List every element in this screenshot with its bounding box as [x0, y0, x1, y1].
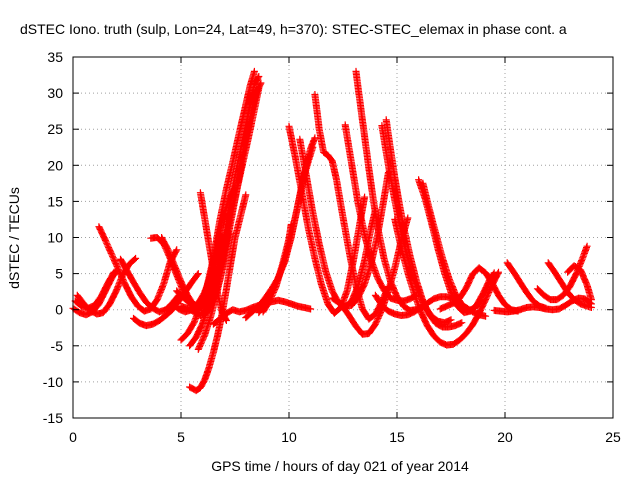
series-markers — [544, 259, 595, 311]
data-series — [352, 67, 427, 314]
series-markers — [95, 223, 181, 315]
series-markers — [564, 262, 595, 304]
data-series — [391, 215, 502, 349]
x-tick-label: 10 — [281, 429, 297, 445]
series-markers — [199, 85, 263, 318]
x-axis-label: GPS time / hours of day 021 of year 2014 — [211, 458, 469, 474]
data-series — [95, 223, 181, 315]
y-tick-label: -10 — [43, 374, 63, 390]
x-tick-label: 25 — [605, 429, 621, 445]
x-tick-label: 5 — [177, 429, 185, 445]
data-series — [311, 91, 392, 323]
series-markers — [259, 221, 295, 316]
y-tick-label: -15 — [43, 410, 63, 426]
y-tick-label: -5 — [51, 338, 64, 354]
data-series — [564, 262, 595, 304]
data-series — [259, 221, 295, 316]
data-series — [419, 179, 485, 314]
data-series — [544, 259, 595, 311]
y-tick-label: 10 — [47, 230, 63, 246]
series-markers — [311, 91, 392, 323]
y-tick-label: 35 — [47, 49, 63, 65]
x-tick-label: 0 — [69, 429, 77, 445]
series-markers — [419, 179, 485, 314]
series-markers — [503, 259, 550, 312]
data-points — [69, 67, 595, 395]
series-markers — [436, 264, 522, 315]
chart-title: dSTEC Iono. truth (sulp, Lon=24, Lat=49,… — [20, 21, 567, 37]
axis-ticks: 0 5 10 15 20 25 -15 -10 -5 0 5 10 15 20 25 30 35 — [43, 49, 621, 445]
y-tick-label: 5 — [55, 266, 63, 282]
data-series — [503, 259, 550, 312]
y-axis-label: dSTEC / TECUs — [6, 187, 22, 289]
x-tick-label: 15 — [389, 429, 405, 445]
y-tick-label: 25 — [47, 121, 63, 137]
series-markers — [196, 189, 230, 324]
y-tick-label: 0 — [55, 302, 63, 318]
x-tick-label: 20 — [497, 429, 513, 445]
data-series — [436, 264, 522, 315]
y-tick-label: 15 — [47, 193, 63, 209]
y-tick-label: 30 — [47, 85, 63, 101]
data-series — [199, 85, 263, 318]
y-tick-label: 20 — [47, 157, 63, 173]
series-markers — [352, 67, 427, 314]
data-series — [196, 189, 230, 324]
series-markers — [391, 215, 502, 349]
